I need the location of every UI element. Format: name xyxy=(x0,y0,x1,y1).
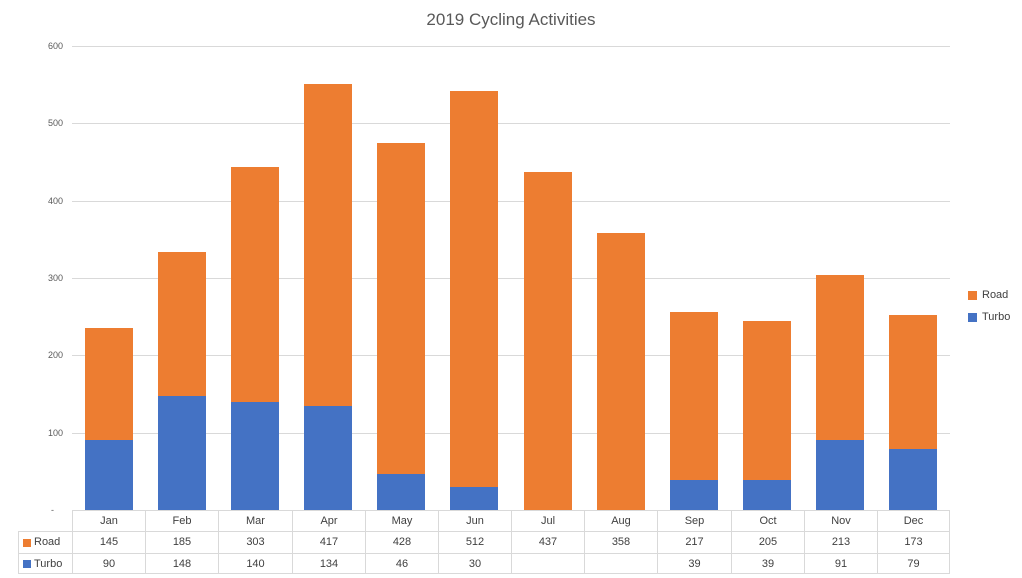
table-key-road-icon xyxy=(23,538,31,547)
bar-segment-jun-road xyxy=(450,90,499,487)
table-cell-turbo-aug xyxy=(584,553,657,574)
table-cell-road-jun: 512 xyxy=(438,531,511,553)
bar-segment-dec-turbo xyxy=(889,448,938,510)
bar-segment-jun-turbo xyxy=(450,486,499,510)
chart-title: 2019 Cycling Activities xyxy=(426,10,596,29)
table-row-label-turbo: Turbo xyxy=(34,557,63,570)
table-cell-turbo-may: 46 xyxy=(365,553,438,574)
bar-segment-oct-road xyxy=(743,321,792,480)
bar-segment-dec-road xyxy=(889,315,938,449)
y-axis-tick-label: 400 xyxy=(47,195,63,206)
gridline xyxy=(72,278,950,279)
table-cell-turbo-dec: 79 xyxy=(877,553,950,574)
table-cell-turbo-apr: 134 xyxy=(292,553,365,574)
bar-segment-sep-turbo xyxy=(669,479,718,510)
bar-segment-may-road xyxy=(377,143,426,475)
table-cell-month-oct: Oct xyxy=(731,510,804,531)
gridline xyxy=(72,432,950,434)
legend-label-turbo: Turbo xyxy=(982,311,1011,323)
bar-segment-jan-turbo xyxy=(84,440,133,510)
y-axis-tick-label: 500 xyxy=(47,118,63,129)
y-axis-tick-label: - xyxy=(51,505,54,515)
table-key-turbo-icon xyxy=(23,559,31,568)
table-cell-turbo-jun: 30 xyxy=(438,553,511,574)
table-cell-road-dec: 173 xyxy=(877,531,950,553)
bar-segment-aug-road xyxy=(596,233,645,510)
table-cell-road-nov: 213 xyxy=(804,531,877,553)
bar-segment-sep-road xyxy=(669,312,718,480)
table-cell-road-sep: 217 xyxy=(657,531,731,553)
bar-segment-oct-turbo xyxy=(743,479,792,510)
table-cell-month-feb: Feb xyxy=(145,510,218,531)
y-axis-tick-label: 300 xyxy=(47,273,63,283)
gridline xyxy=(72,355,950,357)
table-cell-road-mar: 303 xyxy=(218,531,292,553)
legend: Road Turbo xyxy=(968,289,1010,333)
table-cell-road-jul: 437 xyxy=(511,531,584,553)
bar-segment-jan-road xyxy=(84,328,133,441)
legend-key-turbo-icon xyxy=(968,312,977,322)
table-cell-road-feb: 185 xyxy=(145,531,218,553)
table-cell-turbo-nov: 91 xyxy=(804,553,877,574)
table-row-label-road: Road xyxy=(34,536,61,548)
table-cell-month-nov: Nov xyxy=(804,510,877,531)
bar-segment-mar-road xyxy=(230,167,279,402)
table-cell-turbo-oct: 39 xyxy=(731,553,804,574)
table-row-header-road: Road xyxy=(18,531,72,553)
bar-segment-feb-turbo xyxy=(157,395,206,510)
table-cell-road-oct: 205 xyxy=(731,531,804,553)
y-axis-tick-label: 600 xyxy=(47,41,63,51)
bar-segment-nov-turbo xyxy=(816,439,865,510)
gridline xyxy=(72,123,950,125)
legend-item-road: Road xyxy=(968,289,1010,301)
bar-segment-nov-road xyxy=(816,274,865,440)
legend-label-road: Road xyxy=(982,289,1009,301)
y-axis-tick-label: 100 xyxy=(47,427,63,438)
table-cell-month-mar: Mar xyxy=(218,510,292,531)
bar-segment-mar-turbo xyxy=(230,401,279,510)
table-cell-road-jan: 145 xyxy=(72,531,145,553)
y-axis-tick-label: 200 xyxy=(47,350,63,361)
table-cell-road-apr: 417 xyxy=(292,531,365,553)
gridline xyxy=(72,200,950,202)
bar-segment-feb-road xyxy=(157,252,206,396)
table-cell-turbo-sep: 39 xyxy=(657,553,731,574)
bar-segment-may-turbo xyxy=(377,474,426,510)
gridline xyxy=(72,46,950,47)
table-cell-turbo-jul xyxy=(511,553,584,574)
legend-key-road-icon xyxy=(968,290,977,300)
table-cell-turbo-feb: 148 xyxy=(145,553,218,574)
table-cell-road-may: 428 xyxy=(365,531,438,553)
table-cell-road-aug: 358 xyxy=(584,531,657,553)
table-cell-month-may: May xyxy=(365,510,438,531)
table-cell-month-dec: Dec xyxy=(877,510,950,531)
table-cell-month-aug: Aug xyxy=(584,510,657,531)
table-cell-month-jun: Jun xyxy=(438,510,511,531)
table-cell-turbo-mar: 140 xyxy=(218,553,292,574)
table-cell-turbo-jan: 90 xyxy=(72,553,145,574)
bar-segment-apr-turbo xyxy=(304,406,353,510)
bar-segment-apr-road xyxy=(304,83,353,407)
table-cell-month-jan: Jan xyxy=(72,510,145,531)
legend-item-turbo: Turbo xyxy=(968,311,1010,323)
bar-segment-jul-road xyxy=(523,172,572,510)
table-cell-month-apr: Apr xyxy=(292,510,365,531)
table-row-header-turbo: Turbo xyxy=(18,553,72,574)
table-cell-month-jul: Jul xyxy=(511,510,584,531)
table-cell-month-sep: Sep xyxy=(657,510,731,531)
